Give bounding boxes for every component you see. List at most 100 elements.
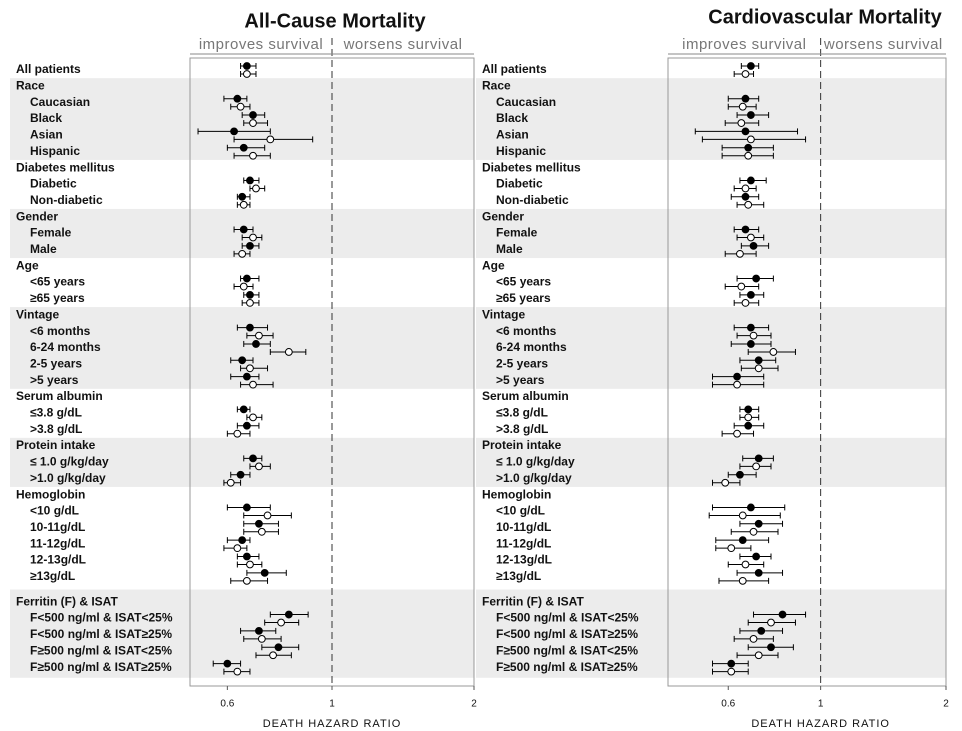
estimate-point xyxy=(277,618,285,627)
row-label: 10-11g/dL xyxy=(496,520,551,534)
estimate-point xyxy=(252,340,260,348)
estimate-point xyxy=(746,291,755,299)
estimate-point xyxy=(242,62,251,70)
row-label: ≥65 years xyxy=(496,291,551,305)
estimate-point xyxy=(733,380,741,389)
row-label: 2-5 years xyxy=(30,356,82,370)
row-label: Black xyxy=(30,111,62,125)
estimate-point xyxy=(238,249,247,258)
estimate-point xyxy=(767,618,775,627)
estimate-point xyxy=(236,470,245,479)
estimate-point xyxy=(754,356,763,365)
estimate-point xyxy=(744,421,753,430)
row-label: F<500 ng/ml & ISAT<25% xyxy=(496,611,639,625)
row-label: 6-24 months xyxy=(496,340,567,354)
group-label: Ferritin (F) & ISAT xyxy=(16,594,118,608)
estimate-point xyxy=(233,667,242,676)
estimate-point xyxy=(744,151,753,160)
estimate-point xyxy=(246,299,254,307)
estimate-point xyxy=(727,659,736,668)
row-label: >1.0 g/kg/day xyxy=(30,471,106,485)
group-band xyxy=(10,589,474,678)
estimate-point xyxy=(255,627,263,635)
estimate-point xyxy=(274,643,283,652)
estimate-point xyxy=(238,356,247,365)
estimate-point xyxy=(746,176,755,185)
estimate-point xyxy=(752,462,761,471)
estimate-point xyxy=(238,192,247,201)
group-band xyxy=(10,437,474,487)
estimate-point xyxy=(239,282,248,291)
estimate-point xyxy=(769,348,778,356)
row-label: Hispanic xyxy=(496,144,546,158)
group-label: Race xyxy=(482,79,511,93)
row-label: 12-13g/dL xyxy=(30,553,86,567)
annotation: worsens survival xyxy=(823,36,943,53)
group-label: Protein intake xyxy=(482,438,562,452)
group-label: Serum albumin xyxy=(482,389,569,403)
estimate-point xyxy=(744,143,753,152)
row-label: <6 months xyxy=(30,324,91,338)
estimate-point xyxy=(741,299,750,307)
estimate-point xyxy=(249,111,257,119)
annotation: improves survival xyxy=(199,36,323,53)
estimate-point xyxy=(238,536,247,545)
row-label: Diabetic xyxy=(30,177,77,191)
x-tick-label: 2 xyxy=(943,699,949,710)
row-label: 6-24 months xyxy=(30,340,101,354)
row-label: Diabetic xyxy=(496,177,543,191)
estimate-point xyxy=(741,192,750,201)
estimate-point xyxy=(246,241,254,250)
estimate-point xyxy=(249,233,257,242)
x-tick-label: 0.6 xyxy=(721,699,735,710)
row-label: <6 months xyxy=(496,324,557,338)
estimate-point xyxy=(733,372,741,381)
x-tick-label: 2 xyxy=(471,699,477,710)
estimate-point xyxy=(746,340,755,348)
row-label: All patients xyxy=(16,62,81,76)
estimate-point xyxy=(738,536,747,545)
group-label: Age xyxy=(482,258,505,272)
row-label: F≥500 ng/ml & ISAT≥25% xyxy=(496,660,638,674)
estimate-point xyxy=(233,94,242,103)
group-band xyxy=(476,78,946,160)
row-label: Female xyxy=(30,226,72,240)
estimate-point xyxy=(233,429,242,438)
row-label: Male xyxy=(30,242,57,256)
estimate-point xyxy=(736,470,744,479)
estimate-point xyxy=(255,462,263,471)
estimate-point xyxy=(242,421,251,430)
estimate-point xyxy=(746,62,755,70)
row-label: Male xyxy=(496,242,523,256)
row-label: ≥13g/dL xyxy=(30,569,75,583)
row-label: F≥500 ng/ml & ISAT≥25% xyxy=(30,660,172,674)
estimate-point xyxy=(249,119,257,127)
estimate-point xyxy=(741,94,750,103)
estimate-point xyxy=(744,413,753,422)
estimate-point xyxy=(242,552,251,561)
estimate-point xyxy=(230,127,238,136)
estimate-point xyxy=(754,568,763,577)
estimate-point xyxy=(746,233,755,242)
row-label: <10 g/dL xyxy=(496,504,545,518)
row-label: ≥65 years xyxy=(30,291,85,305)
estimate-point xyxy=(249,413,257,422)
x-tick-label: 0.6 xyxy=(220,699,234,710)
estimate-point xyxy=(223,659,232,668)
group-band xyxy=(10,307,474,389)
group-label: Serum albumin xyxy=(16,389,103,403)
estimate-point xyxy=(752,552,761,561)
estimate-point xyxy=(239,143,248,152)
group-label: Gender xyxy=(482,209,524,223)
row-label: ≤ 1.0 g/kg/day xyxy=(30,455,109,469)
row-label: <10 g/dL xyxy=(30,504,79,518)
row-label: Female xyxy=(496,226,538,240)
estimate-point xyxy=(242,70,251,78)
estimate-point xyxy=(284,610,293,619)
estimate-point xyxy=(239,225,248,234)
row-label: ≤3.8 g/dL xyxy=(30,406,82,420)
estimate-point xyxy=(246,176,254,185)
row-label: Asian xyxy=(30,128,63,142)
estimate-point xyxy=(239,200,248,209)
